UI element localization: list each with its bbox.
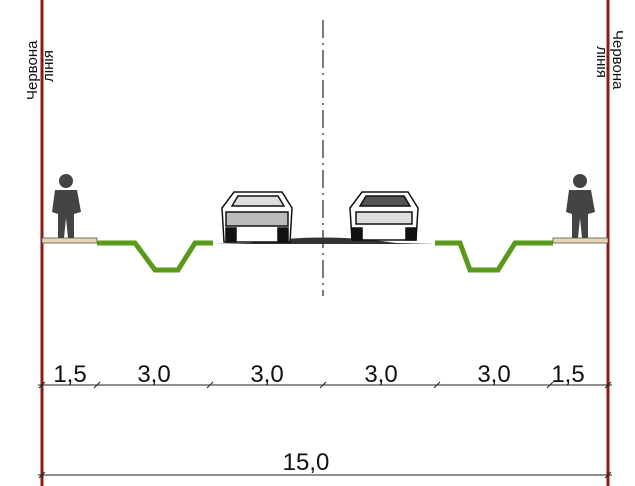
dimension-label: 1,5 <box>551 361 584 388</box>
green-strip <box>435 240 553 273</box>
red-line-label: Червона <box>24 40 41 100</box>
car <box>221 191 293 243</box>
dimension-label: 3,0 <box>137 361 170 388</box>
car <box>349 191 419 241</box>
dimension-label: 3,0 <box>250 361 283 388</box>
dimension-label: 1,5 <box>53 361 86 388</box>
pedestrian <box>566 174 595 238</box>
sidewalk <box>41 237 98 244</box>
dimension-label: 3,0 <box>364 361 397 388</box>
sidewalk <box>552 237 609 244</box>
green-strip <box>97 240 213 273</box>
red-line-label: Червона <box>609 30 626 90</box>
total-width-label: 15,0 <box>283 449 330 476</box>
pedestrian <box>52 174 81 238</box>
dimension-label: 3,0 <box>477 361 510 388</box>
red-line-label: лінія <box>593 46 610 78</box>
dimension-line <box>38 381 612 479</box>
red-line-label: лінія <box>40 50 57 82</box>
